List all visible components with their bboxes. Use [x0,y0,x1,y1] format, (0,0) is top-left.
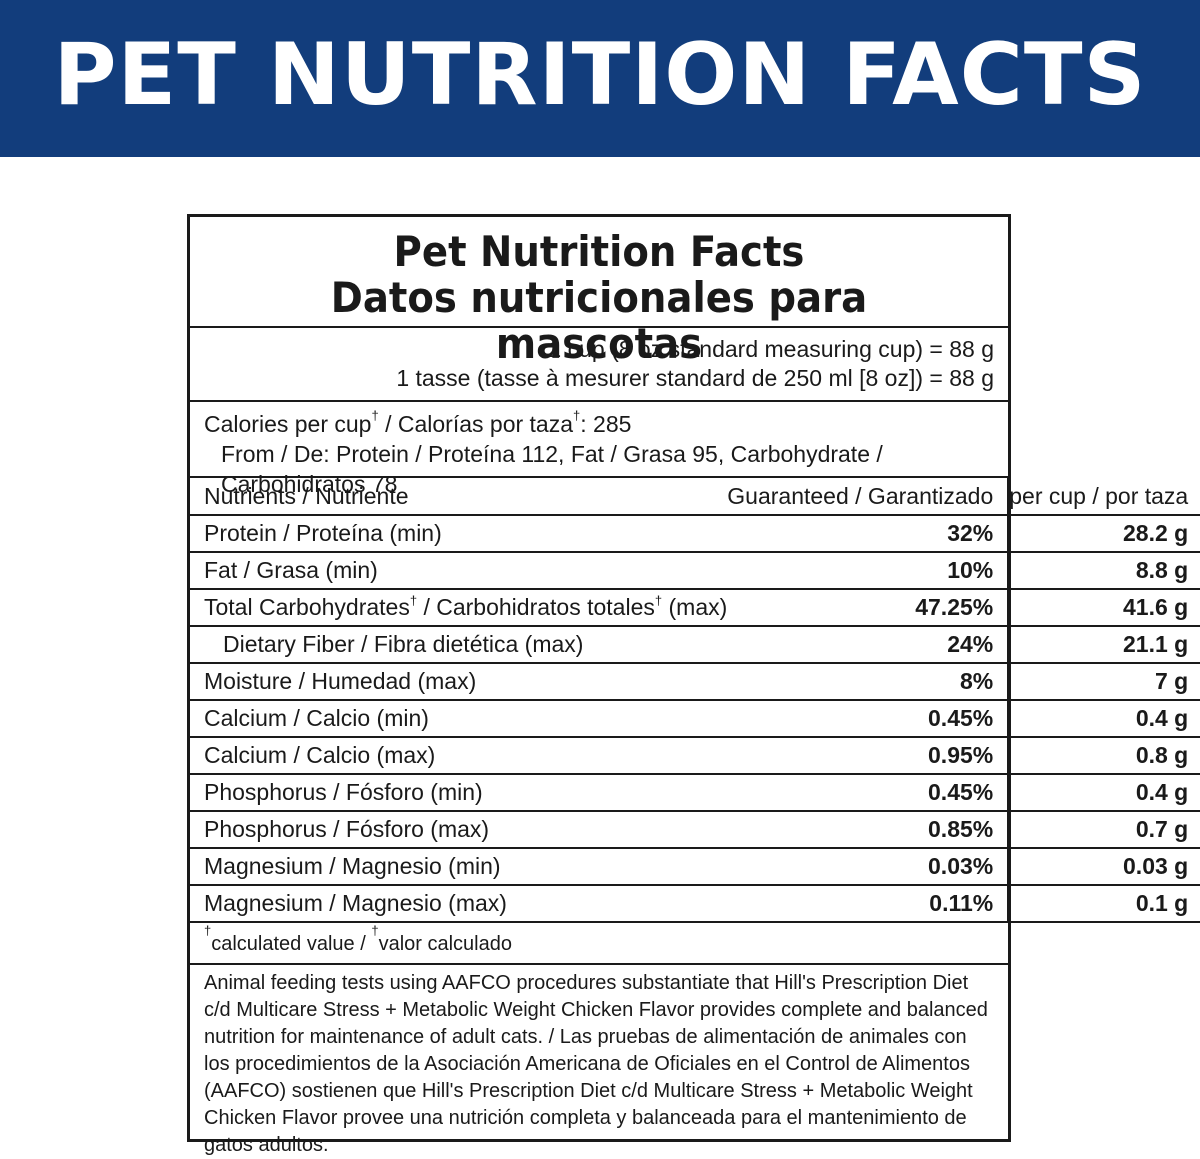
per-cup-value: 21.1 g [1007,626,1200,664]
per-cup-value: 0.4 g [1007,700,1200,738]
serving-size-fr: 1 tasse (tasse à mesurer standard de 250… [396,365,994,391]
calories-label: Calories per cup [204,411,372,437]
nutrient-name: Phosphorus / Fósforo (min) [190,774,728,812]
calories-block: Calories per cup† / Calorías por taza†: … [190,402,1008,497]
guaranteed-value: 0.95% [727,737,1009,775]
guaranteed-value: 32% [727,515,1009,553]
guaranteed-value: 0.45% [727,700,1009,738]
table-row: Magnesium / Magnesio (max) 0.11% 0.1 g [190,885,1200,923]
nutrient-table: Nutrients / Nutriente Guaranteed / Garan… [190,478,1200,923]
nutrient-name: Magnesium / Magnesio (max) [190,885,728,923]
footnote-en: calculated value / [211,933,372,955]
calories-per-cup: Calories per cup† / Calorías por taza†: … [204,409,1008,439]
nutrient-qualifier: (max) [662,594,728,620]
nutrient-name: Dietary Fiber / Fibra dietética (max) [190,626,728,664]
per-cup-value: 28.2 g [1007,515,1200,553]
dagger-mark: † [204,923,212,938]
header-nutrient: Nutrients / Nutriente [190,478,728,516]
nutrient-name: Moisture / Humedad (max) [190,663,728,701]
table-row: Magnesium / Magnesio (min) 0.03% 0.03 g [190,848,1200,886]
aafco-statement: Animal feeding tests using AAFCO procedu… [204,972,988,1156]
dagger-mark: † [654,593,663,608]
guaranteed-value: 0.45% [727,774,1009,812]
guaranteed-value: 0.11% [727,885,1009,923]
table-row: Fat / Grasa (min) 10% 8.8 g [190,552,1200,590]
serving-size-block: 1 cup (8 oz standard measuring cup) = 88… [190,328,1008,402]
panel-title-en: Pet Nutrition Facts [393,227,805,276]
panel-title-block: Pet Nutrition Facts Datos nutricionales … [190,217,1008,367]
nutrient-name: Fat / Grasa (min) [190,552,728,590]
per-cup-value: 0.1 g [1007,885,1200,923]
per-cup-value: 0.8 g [1007,737,1200,775]
dagger-mark: † [371,408,379,423]
nutrient-name: Magnesium / Magnesio (min) [190,848,728,886]
table-row: Phosphorus / Fósforo (max) 0.85% 0.7 g [190,811,1200,849]
nutrient-name: Calcium / Calcio (min) [190,700,728,738]
nutrient-name: Calcium / Calcio (max) [190,737,728,775]
table-row: Dietary Fiber / Fibra dietética (max) 24… [190,626,1200,664]
table-header-row: Nutrients / Nutriente Guaranteed / Garan… [190,478,1200,516]
table-row: Total Carbohydrates† / Carbohidratos tot… [190,589,1200,627]
footnote: †calculated value / †valor calculado [190,924,1008,965]
nutrient-name: Total Carbohydrates† / Carbohidratos tot… [190,589,728,627]
table-row: Calcium / Calcio (min) 0.45% 0.4 g [190,700,1200,738]
per-cup-value: 7 g [1007,663,1200,701]
serving-size-en: 1 cup (8 oz standard measuring cup) = 88… [548,336,994,362]
nutrient-name-es: / Carbohidratos totales [417,594,655,620]
table-row: Phosphorus / Fósforo (min) 0.45% 0.4 g [190,774,1200,812]
guaranteed-value: 10% [727,552,1009,590]
nutrition-facts-panel: Pet Nutrition Facts Datos nutricionales … [187,214,1200,1156]
calories-value: : 285 [580,411,632,437]
guaranteed-value: 8% [727,663,1009,701]
table-row: Protein / Proteína (min) 32% 28.2 g [190,515,1200,553]
nutrient-name: Phosphorus / Fósforo (max) [190,811,728,849]
footnote-es: valor calculado [378,933,512,955]
nutrient-name: Protein / Proteína (min) [190,515,728,553]
guaranteed-value: 47.25% [727,589,1009,627]
nutrient-name-en: Total Carbohydrates [204,594,410,620]
guaranteed-value: 0.03% [727,848,1009,886]
banner-title: PET NUTRITION FACTS [53,24,1147,125]
header-banner: PET NUTRITION FACTS [0,0,1200,157]
header-guaranteed: Guaranteed / Garantizado [727,478,1009,516]
table-row: Calcium / Calcio (max) 0.95% 0.8 g [190,737,1200,775]
per-cup-value: 0.7 g [1007,811,1200,849]
table-row: Moisture / Humedad (max) 8% 7 g [190,663,1200,701]
per-cup-value: 0.4 g [1007,774,1200,812]
calories-label-es: / Calorías por taza [378,411,574,437]
guaranteed-value: 0.85% [727,811,1009,849]
per-cup-value: 0.03 g [1007,848,1200,886]
header-per-cup: per cup / por taza [1007,478,1200,516]
per-cup-value: 8.8 g [1007,552,1200,590]
dagger-mark: † [371,923,379,938]
panel-title-es: Datos nutricionales para mascotas [330,273,868,368]
dagger-mark: † [409,593,418,608]
guaranteed-value: 24% [727,626,1009,664]
per-cup-value: 41.6 g [1007,589,1200,627]
dagger-mark: † [573,408,581,423]
